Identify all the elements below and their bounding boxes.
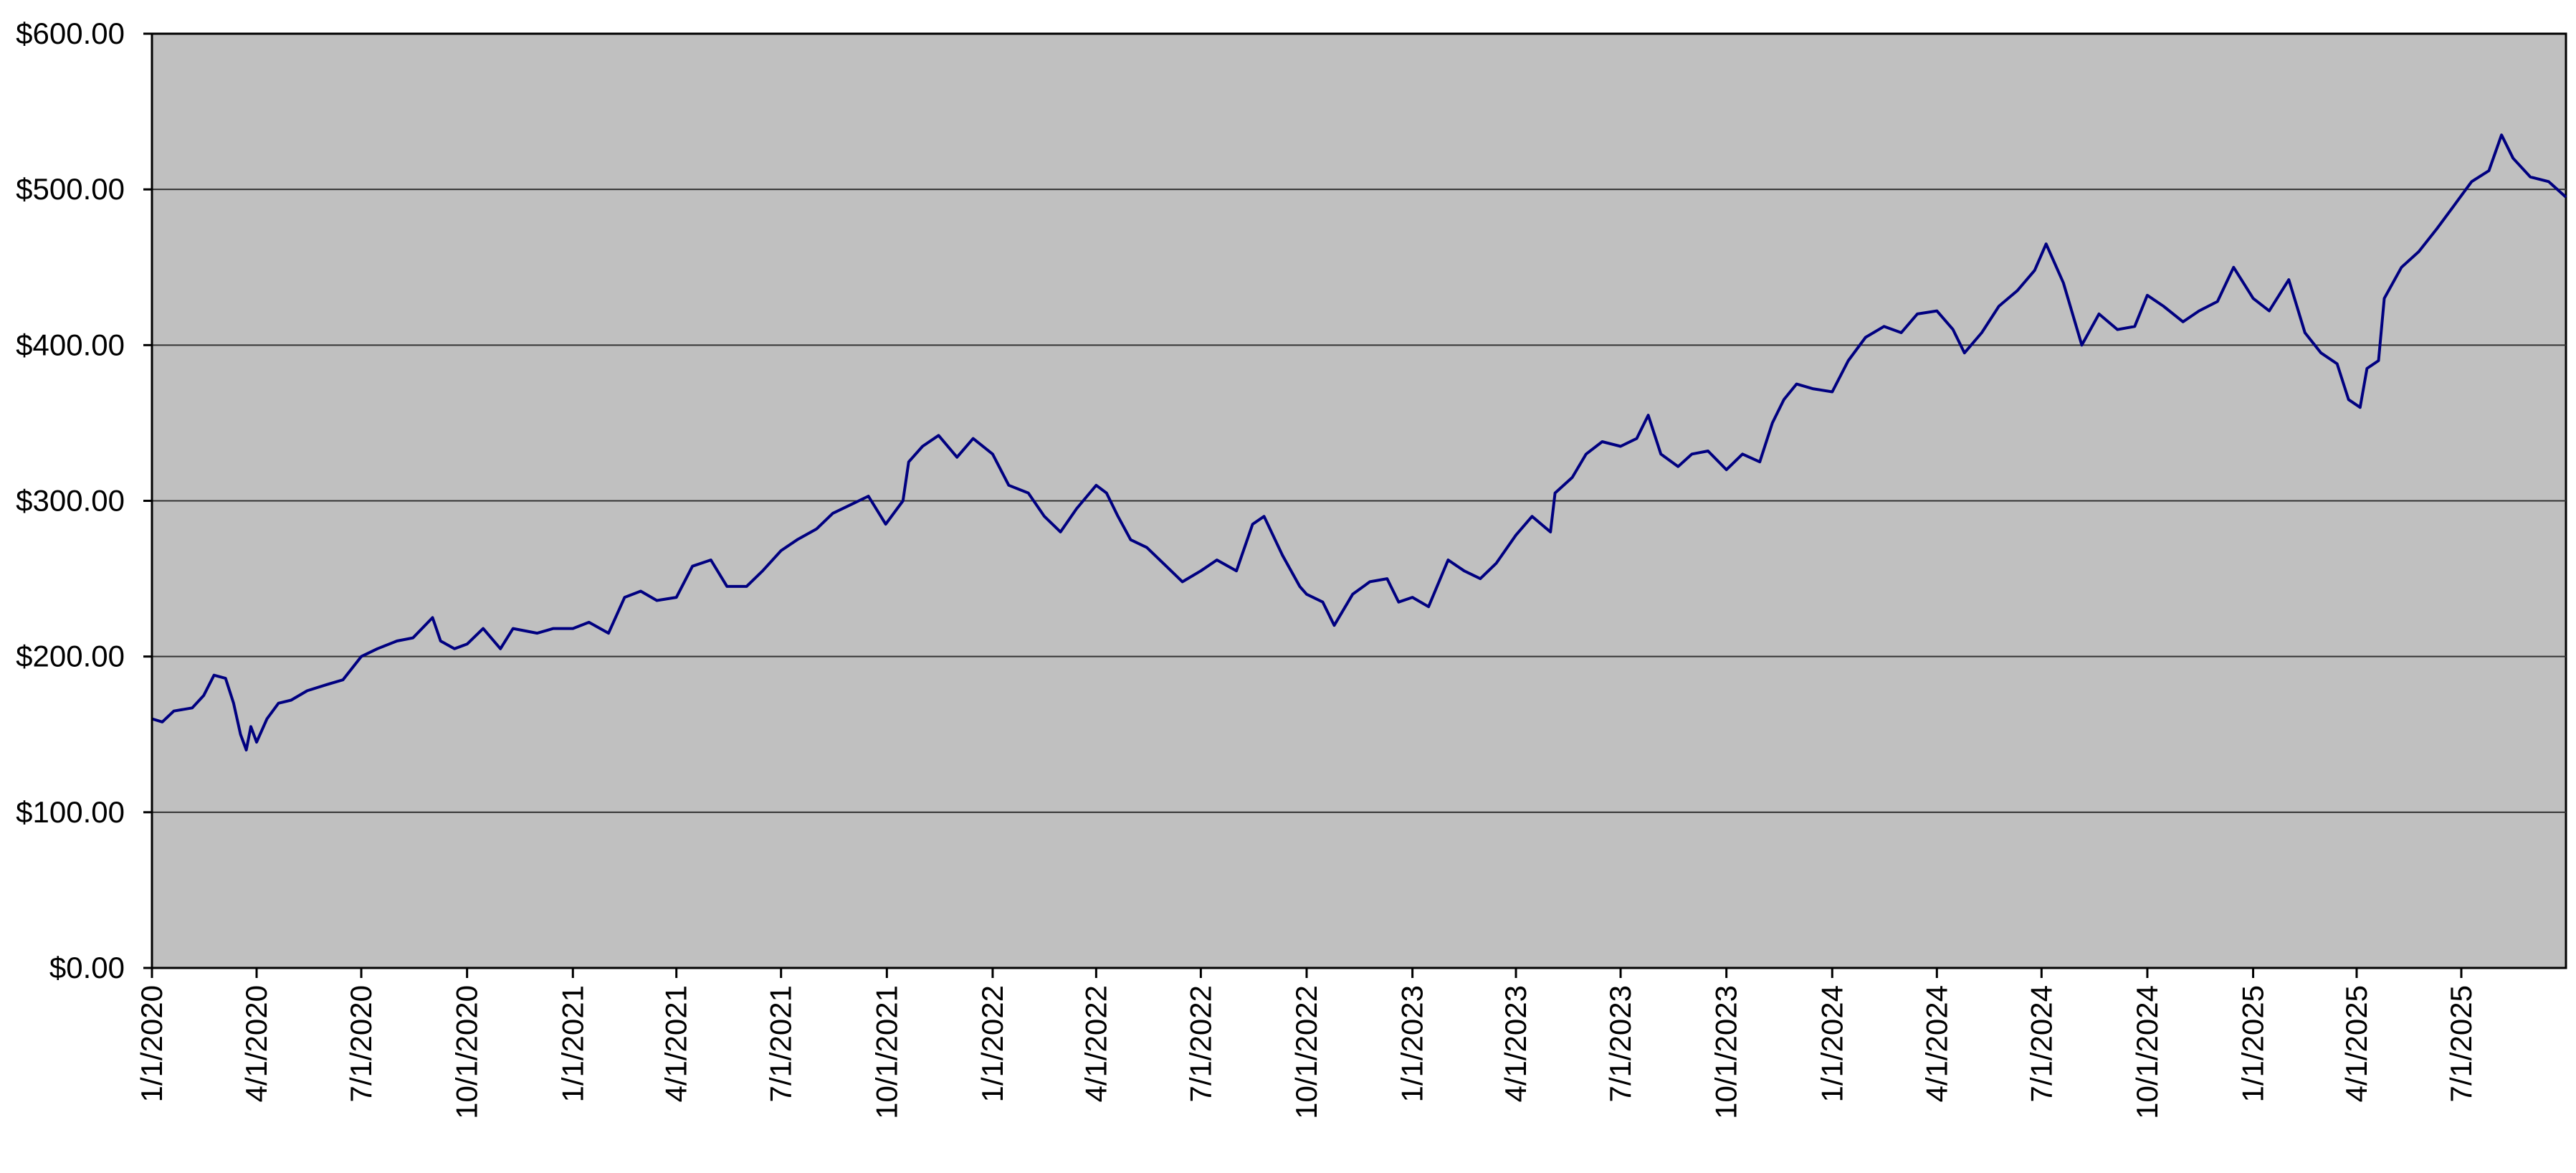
x-tick-label: 10/1/2024 [2130, 985, 2164, 1119]
gridlines [152, 189, 2566, 813]
y-tick-label: $300.00 [16, 484, 125, 518]
x-tick-label: 4/1/2023 [1499, 985, 1532, 1103]
x-tick-label: 4/1/2025 [2339, 985, 2373, 1103]
x-tick-label: 1/1/2021 [555, 985, 589, 1103]
x-tick-label: 10/1/2023 [1709, 985, 1743, 1119]
x-tick-label: 7/1/2021 [764, 985, 798, 1103]
x-tick-label: 7/1/2022 [1183, 985, 1217, 1103]
x-tick-label: 4/1/2020 [239, 985, 273, 1103]
x-tick-label: 7/1/2023 [1603, 985, 1637, 1103]
x-tick-label: 7/1/2020 [344, 985, 378, 1103]
x-tick-label: 10/1/2021 [869, 985, 903, 1119]
x-tick-label: 1/1/2024 [1815, 985, 1848, 1103]
x-tick-label: 1/1/2022 [975, 985, 1009, 1103]
x-tick-label: 1/1/2020 [135, 985, 168, 1103]
x-axis-ticks: 1/1/2020 4/1/2020 7/1/2020 10/1/2020 1/1/202… [135, 968, 2478, 1119]
x-tick-label: 4/1/2024 [1919, 985, 1953, 1103]
x-tick-label: 1/1/2025 [2236, 985, 2270, 1103]
y-axis-ticks: $0.00 $100.00 $200.00 $300.00 $400.00 $500.00… [16, 16, 152, 984]
series-line [151, 133, 2567, 751]
y-tick-label: $400.00 [16, 328, 125, 361]
x-tick-label: 4/1/2022 [1079, 985, 1112, 1103]
y-tick-label: $200.00 [16, 640, 125, 673]
x-tick-label: 4/1/2021 [659, 985, 693, 1103]
x-tick-label: 10/1/2022 [1289, 985, 1323, 1119]
y-tick-label: $600.00 [16, 16, 125, 50]
x-tick-label: 7/1/2024 [2024, 985, 2058, 1103]
x-tick-label: 10/1/2020 [450, 985, 484, 1119]
y-tick-label: $500.00 [16, 172, 125, 206]
x-tick-label: 1/1/2023 [1396, 985, 1429, 1103]
y-tick-label: $0.00 [49, 951, 125, 984]
y-tick-label: $100.00 [16, 795, 125, 829]
x-tick-label: 7/1/2025 [2444, 985, 2478, 1103]
series-layer [151, 133, 2567, 751]
